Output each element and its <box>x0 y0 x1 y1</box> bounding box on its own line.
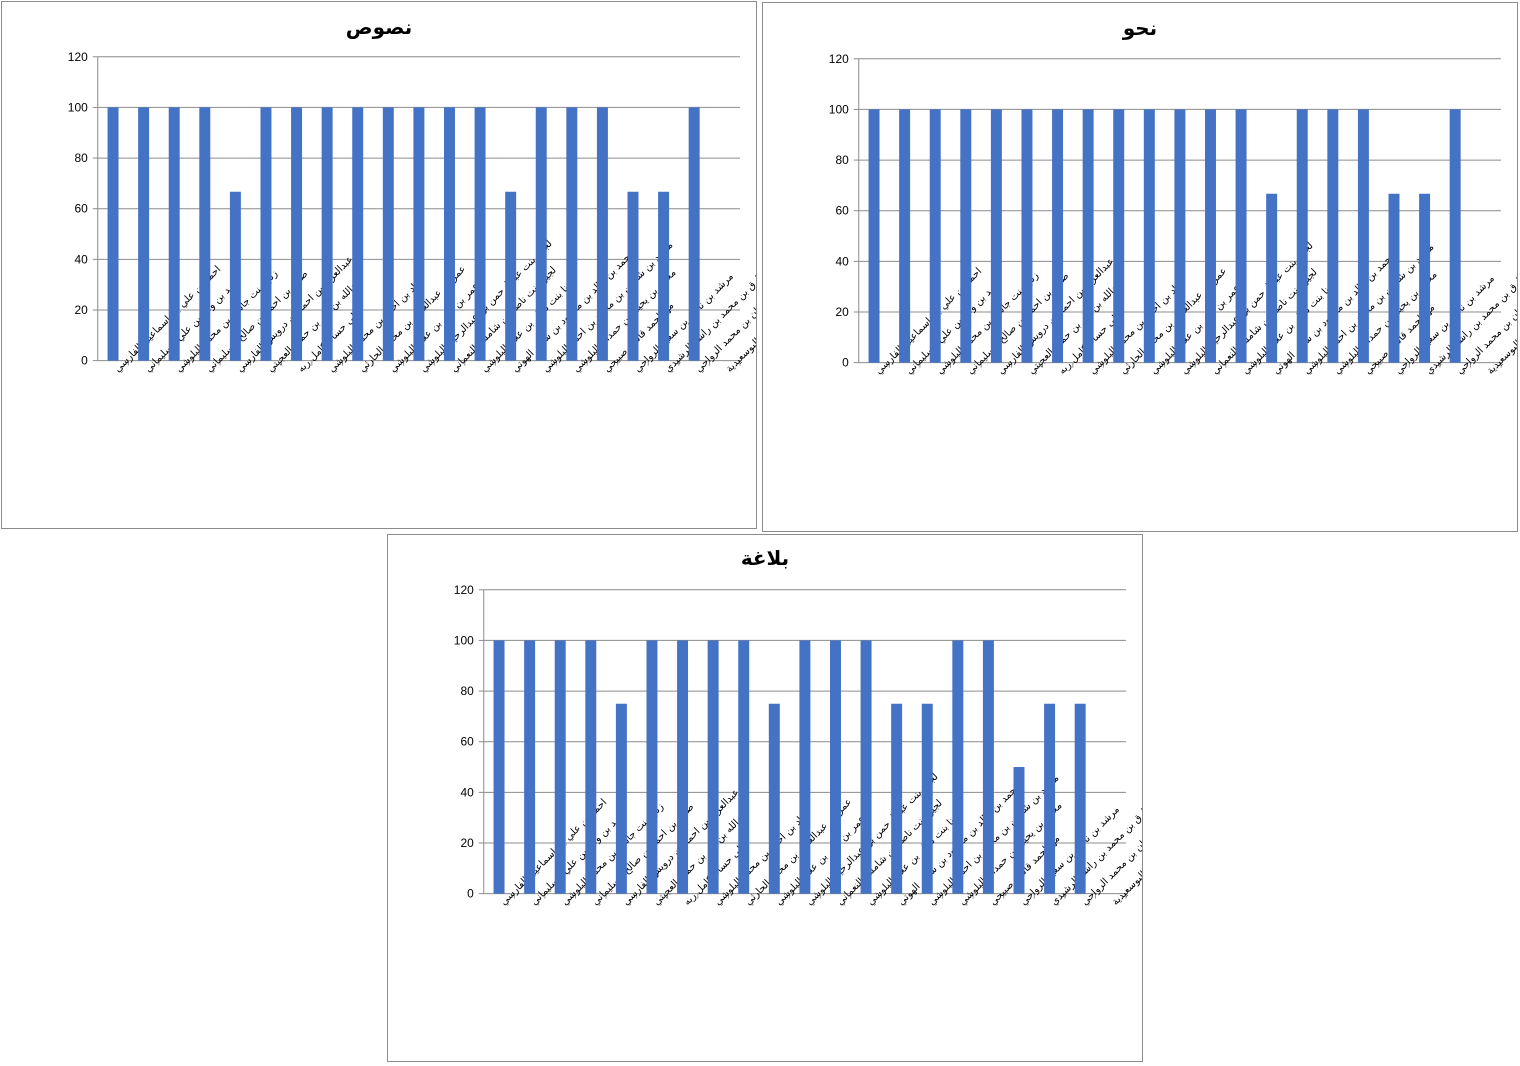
y-tick-label: 40 <box>835 254 849 268</box>
bar <box>1204 109 1216 363</box>
bar <box>291 107 303 361</box>
chart-panel-balagha: بلاغة 0 20 40 60 80 100 120 احمد بن علي بن اسماع… <box>387 534 1143 1062</box>
bar <box>1082 109 1094 363</box>
bar <box>829 640 841 894</box>
bar <box>1388 193 1400 363</box>
bar <box>868 109 880 363</box>
y-tick-label: 0 <box>81 354 88 368</box>
bar <box>990 109 1002 363</box>
bar <box>352 107 364 361</box>
bar <box>474 107 486 361</box>
bar <box>535 107 547 361</box>
bar <box>554 640 566 894</box>
bar <box>1013 767 1025 894</box>
bar <box>1074 703 1086 894</box>
bar <box>658 191 670 361</box>
chart-title: بلاغة <box>741 547 789 570</box>
bar <box>1113 109 1125 363</box>
bar <box>615 703 627 894</box>
bar <box>921 703 933 894</box>
y-tick-label: 80 <box>74 151 88 165</box>
y-tick-label: 60 <box>835 204 849 218</box>
bar <box>382 107 394 361</box>
bar <box>524 640 536 894</box>
bar <box>1266 193 1278 363</box>
bar <box>799 640 811 894</box>
bar <box>138 107 150 361</box>
chart-title: نحو <box>1122 17 1157 40</box>
y-tick-label: 120 <box>829 52 849 66</box>
bar <box>168 107 180 361</box>
bar <box>688 107 700 361</box>
bar <box>952 640 964 894</box>
bar <box>107 107 119 361</box>
bar <box>1052 109 1064 363</box>
bar <box>1174 109 1186 363</box>
y-tick-label: 40 <box>460 785 474 799</box>
bar <box>677 640 689 894</box>
bar <box>1419 193 1431 363</box>
bar <box>646 640 658 894</box>
y-tick-label: 20 <box>460 836 474 850</box>
bar <box>899 109 911 363</box>
y-tick-label: 100 <box>68 100 88 114</box>
bar <box>413 107 425 361</box>
y-tick-label: 80 <box>835 153 849 167</box>
chart-panel-nusus: نصوص 0 20 40 60 80 100 120 احمد بن علي بن اسماعي… <box>1 1 757 529</box>
y-tick-label: 40 <box>74 252 88 266</box>
bar <box>260 107 272 361</box>
bar <box>1235 109 1247 363</box>
y-tick-label: 120 <box>68 50 88 64</box>
bar <box>982 640 994 894</box>
bar <box>738 640 750 894</box>
bar <box>860 640 872 894</box>
bar <box>1449 109 1461 363</box>
chart-panel-nahw: نحو 0 20 40 60 80 100 120 احمد بن علي بن اسماعيل… <box>762 2 1518 532</box>
y-tick-label: 0 <box>467 887 474 901</box>
bar <box>707 640 719 894</box>
bar <box>493 640 505 894</box>
y-tick-label: 80 <box>460 684 474 698</box>
bar <box>1357 109 1369 363</box>
y-tick-label: 100 <box>829 102 849 116</box>
bar <box>199 107 211 361</box>
bar <box>505 191 517 361</box>
bar <box>1044 703 1056 894</box>
y-tick-label: 20 <box>74 303 88 317</box>
bar <box>1296 109 1308 363</box>
bar <box>1327 109 1339 363</box>
bar <box>596 107 608 361</box>
bar <box>1021 109 1033 363</box>
y-tick-label: 100 <box>454 633 474 647</box>
y-tick-label: 60 <box>460 735 474 749</box>
bar <box>891 703 903 894</box>
y-tick-label: 120 <box>454 583 474 597</box>
bar <box>960 109 972 363</box>
y-tick-label: 60 <box>74 202 88 216</box>
y-tick-label: 0 <box>842 356 849 370</box>
bar <box>585 640 597 894</box>
bar <box>566 107 578 361</box>
bar <box>321 107 333 361</box>
bar <box>929 109 941 363</box>
bar <box>443 107 455 361</box>
y-tick-label: 20 <box>835 305 849 319</box>
bar <box>1143 109 1155 363</box>
bar <box>768 703 780 894</box>
bar <box>229 191 241 361</box>
chart-title: نصوص <box>346 16 412 39</box>
bar <box>627 191 639 361</box>
